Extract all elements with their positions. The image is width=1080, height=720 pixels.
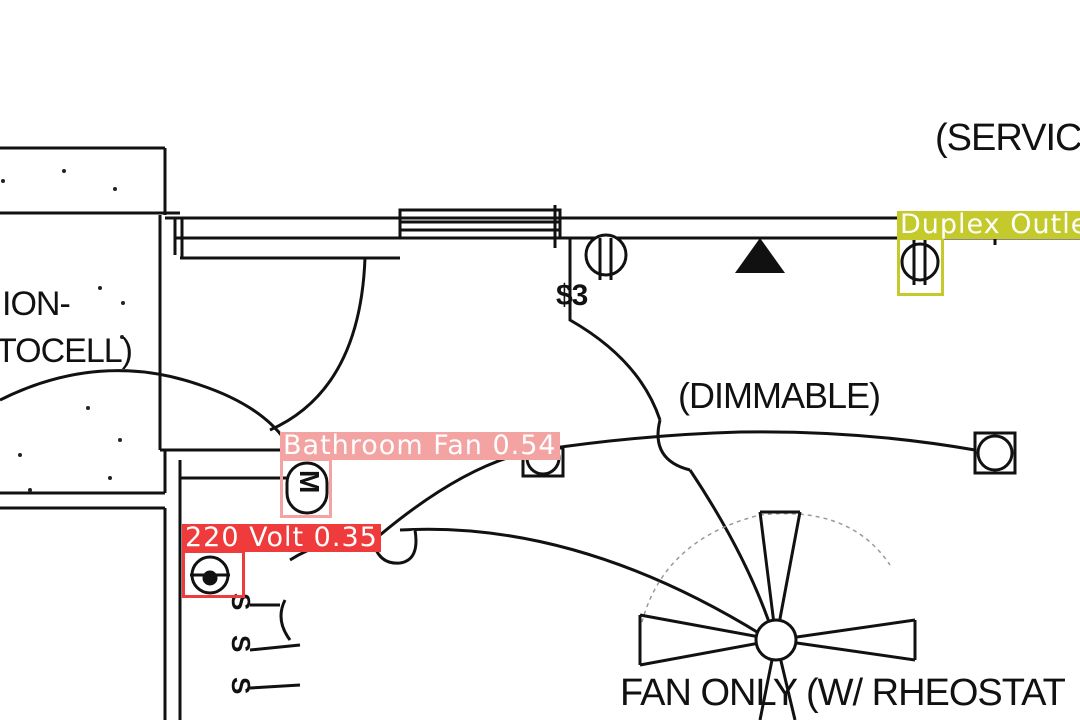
label-service: (SERVICE [935, 117, 1080, 159]
door-swings [0, 257, 367, 452]
label-tocell: TOCELL) [0, 332, 132, 370]
detection-label-220-volt: 220 Volt 0.35 [182, 524, 381, 552]
220v-outlet-icon [190, 555, 230, 595]
splice-circle-icon [371, 529, 418, 565]
ceiling-fan-icon [638, 510, 917, 720]
detection-label-duplex-outlet: Duplex Outlet [897, 211, 1080, 239]
wall-hatching-dots [1, 169, 125, 492]
svg-text:S: S [226, 677, 256, 694]
triangle-marker-icon [735, 238, 785, 273]
detection-box-220-volt [182, 550, 245, 598]
detection-label-bathroom-fan: Bathroom Fan 0.54 [280, 432, 560, 460]
label-ion: ION- [2, 285, 70, 323]
label-dimmable: (DIMMABLE) [678, 375, 880, 416]
detection-box-bathroom-fan [280, 458, 332, 518]
window-symbol [398, 205, 562, 248]
wall-light-icon [973, 431, 1017, 475]
duplex-outlet-icon [900, 240, 940, 285]
switch-label: $3 [556, 279, 588, 312]
svg-text:S: S [226, 635, 256, 652]
motor-fan-icon [285, 461, 329, 515]
left-wall [0, 146, 290, 720]
motor-mark: M [294, 470, 325, 492]
detection-box-duplex-outlet [897, 237, 944, 296]
switch-stack: S S S [226, 593, 256, 694]
wiring-lines [249, 260, 976, 690]
duplex-outlet-icon [584, 233, 628, 280]
switch-icon: $3 [556, 238, 589, 312]
label-fan-only: FAN ONLY (W/ RHEOSTAT [620, 672, 1066, 714]
